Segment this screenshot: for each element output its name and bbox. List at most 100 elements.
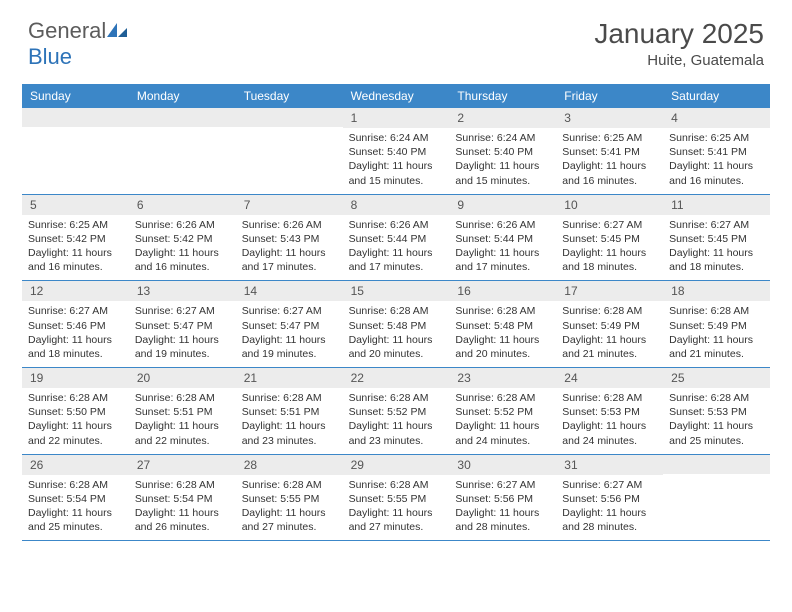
day-cell: 2Sunrise: 6:24 AMSunset: 5:40 PMDaylight… [449,108,556,194]
sunrise-line: Sunrise: 6:28 AM [669,304,764,318]
sunset-line: Sunset: 5:47 PM [242,319,337,333]
daylight-line: Daylight: 11 hours and 17 minutes. [455,246,550,274]
sunrise-line: Sunrise: 6:28 AM [28,391,123,405]
daylight-line: Daylight: 11 hours and 15 minutes. [349,159,444,187]
day-body: Sunrise: 6:28 AMSunset: 5:52 PMDaylight:… [449,388,556,448]
day-body: Sunrise: 6:27 AMSunset: 5:46 PMDaylight:… [22,301,129,361]
day-body: Sunrise: 6:27 AMSunset: 5:56 PMDaylight:… [449,475,556,535]
daylight-line: Daylight: 11 hours and 22 minutes. [135,419,230,447]
sunrise-line: Sunrise: 6:26 AM [242,218,337,232]
day-number [236,108,343,127]
daylight-line: Daylight: 11 hours and 28 minutes. [562,506,657,534]
day-number [22,108,129,127]
day-body: Sunrise: 6:27 AMSunset: 5:47 PMDaylight:… [236,301,343,361]
day-cell [663,455,770,541]
sunrise-line: Sunrise: 6:25 AM [562,131,657,145]
daylight-line: Daylight: 11 hours and 24 minutes. [562,419,657,447]
sunrise-line: Sunrise: 6:28 AM [669,391,764,405]
day-number: 12 [22,281,129,301]
day-body: Sunrise: 6:28 AMSunset: 5:49 PMDaylight:… [663,301,770,361]
calendar-week: 5Sunrise: 6:25 AMSunset: 5:42 PMDaylight… [22,195,770,282]
day-cell: 17Sunrise: 6:28 AMSunset: 5:49 PMDayligh… [556,281,663,367]
day-body: Sunrise: 6:28 AMSunset: 5:49 PMDaylight:… [556,301,663,361]
sunset-line: Sunset: 5:49 PM [562,319,657,333]
sunset-line: Sunset: 5:45 PM [669,232,764,246]
day-number: 15 [343,281,450,301]
day-cell: 6Sunrise: 6:26 AMSunset: 5:42 PMDaylight… [129,195,236,281]
daylight-line: Daylight: 11 hours and 25 minutes. [28,506,123,534]
daylight-line: Daylight: 11 hours and 18 minutes. [669,246,764,274]
sunset-line: Sunset: 5:50 PM [28,405,123,419]
day-cell: 28Sunrise: 6:28 AMSunset: 5:55 PMDayligh… [236,455,343,541]
sunrise-line: Sunrise: 6:28 AM [455,391,550,405]
day-body: Sunrise: 6:25 AMSunset: 5:41 PMDaylight:… [556,128,663,188]
day-number: 18 [663,281,770,301]
day-cell: 29Sunrise: 6:28 AMSunset: 5:55 PMDayligh… [343,455,450,541]
sunrise-line: Sunrise: 6:27 AM [135,304,230,318]
day-body: Sunrise: 6:28 AMSunset: 5:48 PMDaylight:… [343,301,450,361]
sunrise-line: Sunrise: 6:27 AM [669,218,764,232]
day-number [129,108,236,127]
day-cell: 31Sunrise: 6:27 AMSunset: 5:56 PMDayligh… [556,455,663,541]
day-body: Sunrise: 6:24 AMSunset: 5:40 PMDaylight:… [449,128,556,188]
day-cell: 12Sunrise: 6:27 AMSunset: 5:46 PMDayligh… [22,281,129,367]
sunset-line: Sunset: 5:52 PM [349,405,444,419]
day-cell: 20Sunrise: 6:28 AMSunset: 5:51 PMDayligh… [129,368,236,454]
sunrise-line: Sunrise: 6:28 AM [455,304,550,318]
sunrise-line: Sunrise: 6:28 AM [349,478,444,492]
page-title: January 2025 [594,18,764,50]
day-header: Saturday [663,84,770,108]
daylight-line: Daylight: 11 hours and 15 minutes. [455,159,550,187]
logo: General Blue [28,18,128,70]
sunrise-line: Sunrise: 6:24 AM [349,131,444,145]
daylight-line: Daylight: 11 hours and 16 minutes. [135,246,230,274]
day-header: Wednesday [343,84,450,108]
daylight-line: Daylight: 11 hours and 18 minutes. [562,246,657,274]
logo-word1: General [28,18,106,43]
day-body: Sunrise: 6:28 AMSunset: 5:54 PMDaylight:… [22,475,129,535]
sunrise-line: Sunrise: 6:25 AM [669,131,764,145]
sunset-line: Sunset: 5:40 PM [455,145,550,159]
day-body: Sunrise: 6:28 AMSunset: 5:53 PMDaylight:… [663,388,770,448]
day-cell [236,108,343,194]
daylight-line: Daylight: 11 hours and 23 minutes. [242,419,337,447]
sunrise-line: Sunrise: 6:26 AM [455,218,550,232]
day-number: 7 [236,195,343,215]
sunset-line: Sunset: 5:52 PM [455,405,550,419]
day-number: 8 [343,195,450,215]
sunset-line: Sunset: 5:54 PM [28,492,123,506]
day-body: Sunrise: 6:28 AMSunset: 5:48 PMDaylight:… [449,301,556,361]
sunrise-line: Sunrise: 6:26 AM [349,218,444,232]
daylight-line: Daylight: 11 hours and 19 minutes. [135,333,230,361]
day-body: Sunrise: 6:27 AMSunset: 5:45 PMDaylight:… [556,215,663,275]
sunset-line: Sunset: 5:55 PM [349,492,444,506]
day-cell: 5Sunrise: 6:25 AMSunset: 5:42 PMDaylight… [22,195,129,281]
sunrise-line: Sunrise: 6:24 AM [455,131,550,145]
calendar-week: 12Sunrise: 6:27 AMSunset: 5:46 PMDayligh… [22,281,770,368]
sunrise-line: Sunrise: 6:28 AM [349,304,444,318]
day-cell: 9Sunrise: 6:26 AMSunset: 5:44 PMDaylight… [449,195,556,281]
daylight-line: Daylight: 11 hours and 25 minutes. [669,419,764,447]
daylight-line: Daylight: 11 hours and 28 minutes. [455,506,550,534]
day-number: 1 [343,108,450,128]
day-header: Friday [556,84,663,108]
day-header: Thursday [449,84,556,108]
day-body: Sunrise: 6:26 AMSunset: 5:44 PMDaylight:… [343,215,450,275]
daylight-line: Daylight: 11 hours and 18 minutes. [28,333,123,361]
sunset-line: Sunset: 5:40 PM [349,145,444,159]
day-header: Monday [129,84,236,108]
day-body: Sunrise: 6:26 AMSunset: 5:42 PMDaylight:… [129,215,236,275]
sunrise-line: Sunrise: 6:27 AM [562,478,657,492]
day-header-row: Sunday Monday Tuesday Wednesday Thursday… [22,84,770,108]
day-body: Sunrise: 6:28 AMSunset: 5:55 PMDaylight:… [236,475,343,535]
day-body: Sunrise: 6:27 AMSunset: 5:47 PMDaylight:… [129,301,236,361]
day-cell: 1 Sunrise: 6:24 AMSunset: 5:40 PMDaylight… [343,108,450,194]
daylight-line: Daylight: 11 hours and 22 minutes. [28,419,123,447]
day-cell: 23Sunrise: 6:28 AMSunset: 5:52 PMDayligh… [449,368,556,454]
day-body: Sunrise: 6:27 AMSunset: 5:56 PMDaylight:… [556,475,663,535]
sunrise-line: Sunrise: 6:28 AM [135,391,230,405]
sunrise-line: Sunrise: 6:28 AM [242,391,337,405]
daylight-line: Daylight: 11 hours and 27 minutes. [349,506,444,534]
day-body: Sunrise: 6:28 AMSunset: 5:53 PMDaylight:… [556,388,663,448]
day-number: 31 [556,455,663,475]
